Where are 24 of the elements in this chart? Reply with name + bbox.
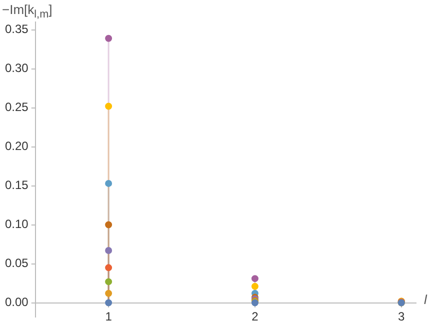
y-tick-label: 0.15 — [4, 178, 29, 192]
y-axis-title: −Im[k$_{l,m}$] — [2, 2, 52, 21]
point — [105, 221, 112, 228]
y-tick-label: 0.20 — [4, 139, 29, 154]
y-tick-label: 0.25 — [4, 100, 29, 114]
y-tick-label: 0.10 — [4, 217, 29, 232]
point — [105, 247, 112, 254]
point — [251, 275, 258, 282]
y-tick-label: 0.05 — [4, 256, 29, 270]
x-axis-title: l — [424, 292, 427, 307]
point — [105, 102, 112, 110]
y-tick-label: 0.00 — [4, 295, 29, 310]
x-tick-label: 2 — [252, 309, 259, 324]
point — [105, 264, 112, 272]
point — [105, 278, 112, 286]
point — [251, 282, 258, 290]
y-tick-label: 0.30 — [4, 61, 29, 76]
point — [105, 299, 112, 306]
point — [105, 180, 112, 187]
point — [105, 34, 112, 42]
x-tick-label: 1 — [105, 309, 112, 324]
x-tick-label: 3 — [398, 309, 406, 324]
point — [105, 290, 112, 297]
y-tick-label: 0.35 — [4, 22, 29, 36]
